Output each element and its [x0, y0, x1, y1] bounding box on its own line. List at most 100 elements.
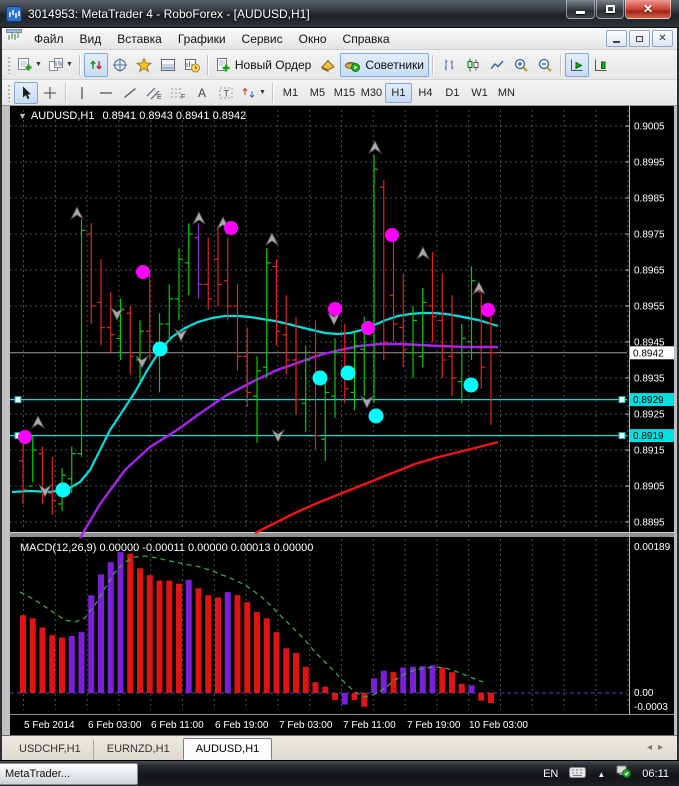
expert-advisors-button[interactable]: Советники: [340, 52, 429, 77]
metaeditor-button[interactable]: [316, 53, 340, 77]
crosshair-tool-button[interactable]: [38, 82, 62, 104]
taskbar-app-button[interactable]: MetaTrader...: [0, 762, 138, 785]
text-tool-button[interactable]: A: [190, 82, 214, 104]
up-arrow-icon: [471, 281, 487, 296]
timeframe-button-m5[interactable]: M5: [309, 86, 326, 99]
svg-text:0.8945: 0.8945: [634, 338, 665, 349]
down-arrow-icon: [134, 354, 150, 369]
timeframe-button-h1[interactable]: H1: [384, 82, 412, 103]
mdi-restore-button[interactable]: [629, 30, 650, 47]
terminal-icon: [160, 58, 175, 71]
mdi-minimize-button[interactable]: [606, 30, 627, 47]
toolbar-grip[interactable]: [7, 55, 11, 74]
tabs-scroll-left-icon[interactable]: ◂: [646, 742, 658, 753]
market-watch-icon: [90, 60, 102, 69]
trendline-tool-button[interactable]: [118, 82, 142, 104]
timeframe-buttons: M1 M5 M15 M30 H1 H4 D1 W1 MN: [277, 82, 520, 103]
bar-chart-mode-button[interactable]: [437, 53, 461, 77]
arrows-tool-button[interactable]: ▼: [238, 82, 269, 104]
magenta-signal-dot: [328, 302, 342, 316]
new-chart-icon: [18, 57, 32, 70]
menu-item-insert[interactable]: Вставка: [117, 31, 162, 46]
windows-taskbar: MetaTrader... EN ▲ 06:11: [0, 760, 679, 786]
chart-tab-audusd-h1[interactable]: AUDUSD,H1: [182, 738, 273, 760]
market-watch-button[interactable]: [83, 52, 108, 77]
timeframe-button-h4[interactable]: H4: [418, 86, 433, 99]
tabs-scroll-right-icon[interactable]: ▸: [657, 742, 669, 753]
profiles-button[interactable]: ▼: [45, 53, 76, 77]
menu-item-charts[interactable]: Графики: [177, 31, 226, 46]
menu-item-service[interactable]: Сервис: [241, 31, 283, 46]
svg-text:7 Feb 03:00: 7 Feb 03:00: [279, 720, 333, 731]
chart-shift-button[interactable]: [589, 53, 613, 77]
minimize-button[interactable]: [566, 0, 595, 19]
language-indicator[interactable]: EN: [543, 768, 559, 780]
zoom-out-button[interactable]: [533, 53, 557, 77]
horizontal-line-tool-button[interactable]: [94, 82, 118, 104]
zoom-in-button[interactable]: [509, 53, 533, 77]
cursor-tool-button[interactable]: [14, 81, 38, 104]
restore-button[interactable]: [596, 0, 624, 19]
level-handle[interactable]: [618, 432, 626, 440]
cyan-signal-dot: [55, 482, 71, 498]
svg-text:F: F: [181, 94, 185, 101]
menu-item-help[interactable]: Справка: [342, 31, 390, 46]
horizontal-level-line-0.8929[interactable]: 0.8929: [10, 393, 674, 407]
svg-text:0.8915: 0.8915: [634, 446, 665, 457]
navigator-button[interactable]: [132, 53, 156, 77]
chart-tab-eurnzd-h1[interactable]: EURNZD,H1: [106, 743, 170, 755]
svg-text:A: A: [198, 86, 206, 100]
up-arrow-icon: [191, 211, 207, 226]
up-arrow-icon: [69, 206, 85, 221]
down-arrow-icon: [359, 394, 375, 409]
menu-item-view[interactable]: Вид: [79, 31, 102, 46]
terminal-button[interactable]: [156, 53, 180, 77]
menu-item-file[interactable]: Файл: [34, 31, 64, 46]
timeframe-button-mn[interactable]: MN: [497, 86, 515, 99]
magenta-signal-dot: [481, 303, 495, 317]
strategy-tester-button[interactable]: [180, 53, 204, 77]
text-label-tool-button[interactable]: T: [214, 82, 238, 104]
timeframe-button-m1[interactable]: M1: [282, 86, 299, 99]
menu-item-window[interactable]: Окно: [298, 31, 327, 46]
macd-indicator-label: MACD(12,26,9) 0.00000 -0.00011 0.00000 0…: [20, 542, 314, 554]
timeframe-button-w1[interactable]: W1: [471, 86, 488, 99]
magenta-signal-dot: [136, 265, 150, 279]
data-window-button[interactable]: [108, 53, 132, 77]
svg-text:7 Feb 19:00: 7 Feb 19:00: [407, 720, 461, 731]
level-handle[interactable]: [14, 396, 22, 404]
mdi-close-button[interactable]: ✕: [652, 30, 673, 47]
timeframe-button-d1[interactable]: D1: [445, 86, 460, 99]
collapse-triangle-icon[interactable]: ▼: [18, 111, 27, 121]
close-button[interactable]: ✕: [625, 0, 671, 19]
new-order-icon: [216, 57, 230, 71]
auto-scroll-button[interactable]: [564, 52, 589, 77]
new-chart-button[interactable]: ▼: [14, 53, 45, 77]
show-hidden-icons-icon[interactable]: ▲: [597, 769, 606, 779]
medium-ma-line: [78, 342, 498, 539]
new-order-button[interactable]: Новый Ордер: [212, 53, 316, 77]
timeframe-button-m30[interactable]: M30: [360, 86, 383, 99]
chart-canvas[interactable]: 0.9005 0.8995 0.8985 0.8975 0.8965 0.8955 0.89…: [10, 106, 674, 735]
candlestick-mode-button[interactable]: [461, 53, 485, 77]
chart-window-icon[interactable]: [6, 29, 22, 48]
pane-splitter[interactable]: [10, 533, 674, 537]
toolbar-grip[interactable]: [7, 83, 11, 102]
timeframe-button-m15[interactable]: M15: [333, 86, 356, 99]
menu-bar: Файл Вид Вставка Графики Сервис Окно Справка ✕: [2, 28, 677, 50]
standard-toolbar: ▼ ▼ Новый Ордер Сов: [2, 50, 677, 80]
trendline-icon: [124, 87, 136, 98]
svg-text:0.8905: 0.8905: [634, 482, 665, 493]
expert-advisors-label: Советники: [365, 57, 424, 72]
window-title: 3014953: MetaTrader 4 - RoboForex - [AUD…: [28, 6, 310, 21]
line-chart-mode-button[interactable]: [485, 53, 509, 77]
level-handle[interactable]: [618, 396, 626, 404]
vertical-line-tool-button[interactable]: [70, 82, 94, 104]
chart-tab-usdchf-h1[interactable]: USDCHF,H1: [6, 739, 94, 760]
network-status-icon[interactable]: [616, 765, 632, 783]
time-axis-labels: 5 Feb 2014 6 Feb 03:00 6 Feb 11:00 6 Feb 19…: [24, 720, 528, 731]
fibonacci-tool-button[interactable]: F: [166, 82, 190, 104]
taskbar-clock[interactable]: 06:11: [642, 768, 669, 780]
keyboard-icon[interactable]: [569, 765, 587, 783]
equidistant-channel-tool-button[interactable]: E: [142, 82, 166, 104]
